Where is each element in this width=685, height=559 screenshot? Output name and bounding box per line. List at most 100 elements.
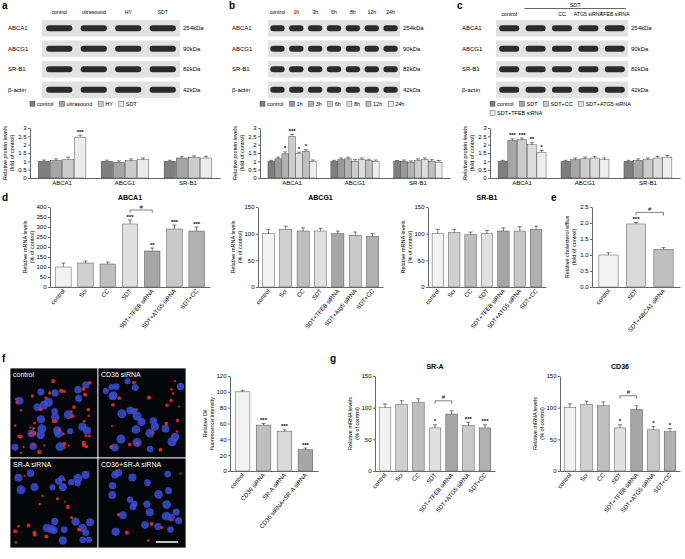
nucleus <box>109 391 117 399</box>
blot-band <box>289 46 303 52</box>
bar <box>297 231 309 287</box>
blot-band <box>115 46 141 52</box>
y-tick: 0 <box>251 284 258 290</box>
y-tick-label: 100 <box>244 231 255 237</box>
error-bar <box>353 160 357 162</box>
y-tick-label: 0 <box>251 284 255 290</box>
lipid-stain <box>64 479 66 481</box>
blot-band <box>346 66 360 72</box>
significance-label: *** <box>77 129 85 135</box>
y-tick-label: 60 <box>220 421 227 427</box>
bar <box>125 161 136 179</box>
bar <box>359 160 366 178</box>
y-tick-mark <box>48 247 50 248</box>
y-tick-label: 0 <box>483 175 487 181</box>
blot-strip <box>268 61 400 78</box>
blot: control1h3h6h8h12h24hABCA1254kDaABCG190k… <box>232 9 424 98</box>
y-tick-label: 100 <box>216 389 227 395</box>
bar <box>282 154 289 178</box>
nucleus <box>37 389 44 396</box>
y-tick: 100 <box>244 231 258 237</box>
nucleus <box>162 500 171 509</box>
lipid-stain <box>22 446 24 448</box>
nucleus <box>64 410 73 419</box>
error-bar <box>568 404 572 408</box>
lipid-stain <box>159 448 163 452</box>
lipid-stain <box>86 408 90 412</box>
y-tick-label: 100 <box>36 264 47 270</box>
error-bar <box>668 429 672 432</box>
x-tick-label: control <box>556 472 572 490</box>
lipid-stain <box>14 424 17 427</box>
y-axis-title: Relative Dil <box>202 410 208 438</box>
y-tick: 1.0 <box>580 252 592 258</box>
error-bar <box>593 156 597 158</box>
bar <box>590 158 599 178</box>
chart-title: ABCA1 <box>118 194 142 201</box>
bar <box>189 231 205 287</box>
bars <box>268 136 442 178</box>
y-axis-title: (% of control) <box>237 230 243 263</box>
blot-size-label: 82kDa <box>631 66 649 72</box>
lipid-stain <box>39 407 43 411</box>
blot-band <box>327 66 341 72</box>
y-tick-mark <box>488 136 490 137</box>
y-axis-line <box>428 208 429 288</box>
error-bar <box>430 160 434 162</box>
legend-swatch <box>490 110 495 115</box>
blot-band <box>383 66 397 72</box>
y-tick-label: 1.5 <box>18 150 27 156</box>
blot-band <box>365 46 379 52</box>
lane-label: 12h <box>367 9 376 15</box>
x-tick: SR-B1 <box>639 178 657 186</box>
y-tick: 2.5 <box>580 204 592 210</box>
y-tick-mark <box>256 260 258 261</box>
bars <box>56 224 205 287</box>
y-tick-label: 1 <box>253 159 257 165</box>
micrograph-panel <box>98 368 186 458</box>
y-tick-mark <box>488 128 490 129</box>
error-bar <box>282 430 286 432</box>
x-tick-label: SDT <box>120 288 133 301</box>
lane-label: CC <box>558 11 566 17</box>
significance-label: *** <box>281 423 289 429</box>
error-bar <box>607 253 611 255</box>
y-tick-label: 350 <box>36 214 47 220</box>
y-tick-mark <box>558 408 560 409</box>
bar <box>413 403 425 471</box>
micrograph-panel <box>10 368 98 458</box>
bar <box>465 235 476 287</box>
error-bar <box>656 156 660 158</box>
annotations: ***# <box>632 206 663 222</box>
error-bar <box>400 401 404 405</box>
lipid-stain <box>19 435 23 439</box>
y-tick-label: 2.5 <box>18 134 27 140</box>
y-axis-title: Relative mRNA levels <box>347 397 353 450</box>
error-bar <box>204 156 208 158</box>
y-tick-mark <box>28 178 30 179</box>
x-axis-line <box>429 287 547 288</box>
blot-band <box>46 87 72 93</box>
blot-strip <box>42 61 180 78</box>
y-tick-label: 150 <box>414 204 425 210</box>
bar <box>448 233 459 287</box>
nucleus <box>83 529 90 536</box>
x-axis-line <box>376 471 496 472</box>
error-bar <box>54 159 58 161</box>
y-axis-title: (fold of control) <box>571 228 577 265</box>
significance-label: * <box>619 418 622 424</box>
bar <box>345 159 352 178</box>
nucleus <box>27 469 35 477</box>
y-axis-title: Relative cholesterol efflux <box>564 215 570 278</box>
error-bar <box>319 228 323 231</box>
blot-band <box>383 25 397 31</box>
bar <box>599 255 618 287</box>
nucleus <box>16 397 24 405</box>
x-tick-label: SDT+ATG5 siRNA <box>141 288 177 330</box>
chart: 00.511.522.53ABCA1ABCG1SR-B1*********Rel… <box>462 101 681 186</box>
legend-label: SDT <box>126 101 138 107</box>
lipid-stain <box>83 392 87 396</box>
error-bar <box>601 402 605 406</box>
lipid-stain <box>15 401 18 404</box>
legend-label: HY <box>105 101 113 107</box>
